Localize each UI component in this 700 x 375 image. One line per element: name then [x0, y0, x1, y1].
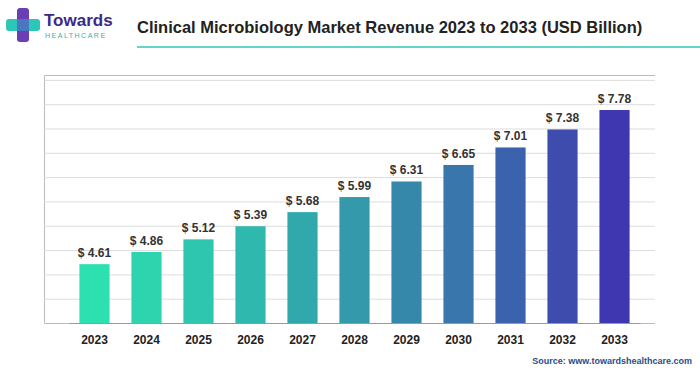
bar: [443, 165, 473, 323]
bar: [235, 226, 265, 323]
y-axis: [44, 76, 655, 324]
x-tick: 2032: [549, 333, 576, 347]
x-tick-label: 2031: [497, 333, 524, 347]
data-label: $ 4.61: [78, 246, 112, 260]
logo: [6, 8, 40, 42]
data-label: $ 5.68: [286, 194, 320, 208]
logo-bar: [6, 19, 40, 31]
data-label: $ 7.01: [494, 129, 528, 143]
bar: [287, 212, 317, 323]
x-tick: 2025: [185, 333, 212, 347]
data-label: $ 5.99: [338, 179, 372, 193]
x-tick: 2030: [445, 333, 472, 347]
bar: [547, 129, 577, 323]
title-rule: [137, 46, 700, 48]
x-tick-label: 2023: [81, 333, 108, 347]
data-label: $ 6.31: [390, 163, 424, 177]
x-tick: 2026: [237, 333, 264, 347]
x-axis: 2023 2024 2025 2026 2027 2028 2029 2030 2031 2032…: [70, 324, 641, 347]
x-tick-label: 2026: [237, 333, 264, 347]
bar: [495, 147, 525, 323]
chart: Towards HEALTHCARE Clinical Microbiology M…: [0, 0, 700, 375]
x-tick-label: 2027: [289, 333, 316, 347]
logo-center: [17, 19, 29, 31]
bar: [391, 181, 421, 323]
y-tick: [44, 128, 655, 129]
x-tick: 2031: [497, 333, 524, 347]
x-tick-label: 2028: [341, 333, 368, 347]
grid-line: [44, 104, 655, 105]
x-tick-label: 2030: [445, 333, 472, 347]
x-tick: 2023: [81, 333, 108, 347]
title: Clinical Microbiology Market Revenue 202…: [137, 18, 642, 36]
data-label: $ 6.65: [442, 147, 476, 161]
x-tick-label: 2029: [393, 333, 420, 347]
x-tick: 2028: [341, 333, 368, 347]
data-label: $ 5.12: [182, 221, 216, 235]
data-label: $ 5.39: [234, 208, 268, 222]
bars: [79, 110, 629, 323]
logo-subtext: HEALTHCARE: [45, 32, 107, 39]
bar: [599, 110, 629, 323]
plot: 2023 2024 2025 2026 2027 2028 2029 2030 2031 2032…: [44, 76, 655, 347]
data-label: $ 4.86: [130, 234, 164, 248]
bar: [339, 197, 369, 323]
x-tick-label: 2032: [549, 333, 576, 347]
data-labels: $ 4.61 $ 4.86 $ 5.12 $ 5.39 $ 5.68 $ 5.99 $ 6.…: [78, 92, 632, 260]
logo-text: Towards: [44, 11, 113, 30]
x-tick: 2033: [601, 333, 628, 347]
grid-line: [44, 128, 655, 129]
y-tick: [44, 104, 655, 105]
logo-bar: [17, 8, 29, 42]
x-tick-label: 2024: [133, 333, 160, 347]
x-tick-label: 2025: [185, 333, 212, 347]
data-label: $ 7.78: [598, 92, 632, 106]
y-axis-line: [45, 76, 656, 324]
x-tick-label: 2033: [601, 333, 628, 347]
x-axis-line: [70, 323, 641, 324]
source: Source: www.towardshealthcare.com: [532, 356, 692, 366]
x-tick: 2029: [393, 333, 420, 347]
bar: [183, 239, 213, 323]
bar: [131, 252, 161, 323]
x-tick: 2024: [133, 333, 160, 347]
bar: [79, 264, 109, 323]
data-label: $ 7.38: [546, 111, 580, 125]
x-tick: 2027: [289, 333, 316, 347]
y-tick: [44, 80, 655, 81]
grid-line: [44, 80, 655, 81]
